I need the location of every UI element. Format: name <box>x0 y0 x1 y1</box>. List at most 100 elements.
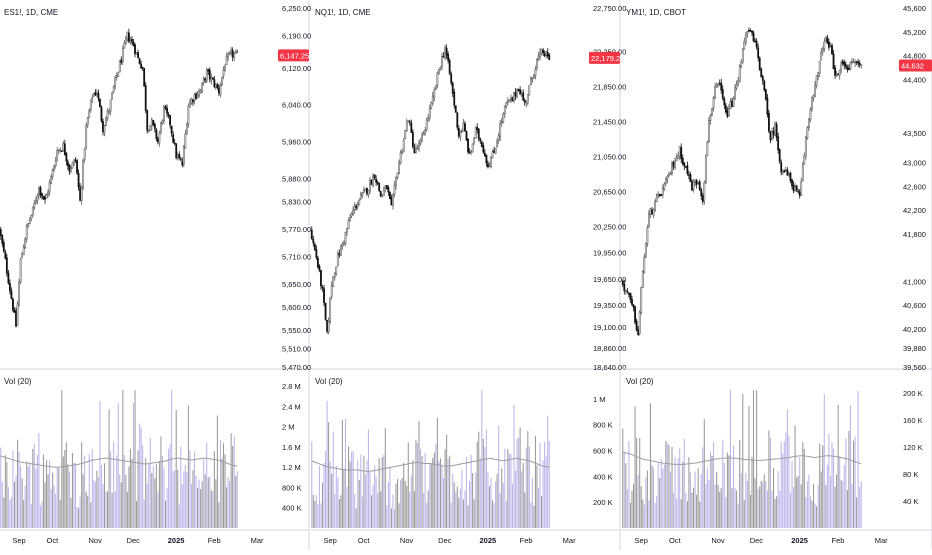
date-tick-label: 2025 <box>480 536 497 545</box>
volume-bar <box>680 499 682 528</box>
date-tick-label: Dec <box>750 536 764 545</box>
volume-tick-label: 400 K <box>593 472 613 481</box>
price-tick-label: 40,600 <box>903 301 926 310</box>
candle-body <box>476 127 479 131</box>
candle-body <box>709 115 712 121</box>
volume-bar <box>723 462 725 528</box>
last-price-badge <box>899 59 932 72</box>
candle-body <box>373 174 376 179</box>
candle-body <box>520 93 523 96</box>
date-tick-label: Mar <box>875 536 888 545</box>
volume-bar <box>209 476 211 528</box>
volume-bar <box>729 390 731 528</box>
volume-bar <box>465 456 468 528</box>
volume-bar <box>481 390 483 528</box>
candle-body <box>211 77 214 80</box>
candle-body <box>506 99 509 103</box>
candle-body <box>18 281 20 306</box>
candle-body <box>723 98 726 106</box>
volume-bar <box>352 451 354 528</box>
candle-body <box>124 38 127 44</box>
volume-bar <box>488 486 491 528</box>
volume-bar <box>389 467 391 528</box>
volume-bar <box>674 457 676 528</box>
volume-bar <box>686 501 688 528</box>
volume-bar <box>164 500 167 528</box>
candle-body <box>720 82 723 91</box>
candle-body <box>815 75 818 86</box>
volume-bar <box>177 470 179 528</box>
volume-bar <box>800 484 802 528</box>
candle-body <box>213 79 216 87</box>
volume-bar <box>21 478 23 528</box>
candle-body <box>62 143 65 151</box>
volume-bar <box>545 456 547 528</box>
candle-body <box>629 292 632 300</box>
volume-bar <box>708 480 710 528</box>
volume-bar <box>833 448 835 528</box>
candle-body <box>381 194 384 197</box>
volume-bar <box>450 502 452 528</box>
candle-body <box>621 280 624 285</box>
volume-bar <box>35 468 37 528</box>
candle-body <box>462 122 465 132</box>
volume-bar <box>802 442 804 528</box>
candle-body <box>362 189 365 193</box>
candle-body <box>76 160 78 174</box>
price-tick-label: 6,250.00 <box>282 4 311 13</box>
volume-bar <box>794 425 796 528</box>
volume-bar <box>504 448 506 528</box>
candle-body <box>36 195 39 202</box>
candle-body <box>7 272 10 284</box>
candle-body <box>137 52 139 59</box>
candle-body <box>13 310 16 313</box>
candle-body <box>658 194 661 197</box>
candle-body <box>402 139 405 152</box>
candle-body <box>379 191 382 197</box>
candle-body <box>425 119 428 131</box>
candle-body <box>346 227 348 233</box>
volume-bar <box>432 457 434 528</box>
candle-body <box>477 128 480 139</box>
volume-bar <box>61 390 63 528</box>
candle-body <box>715 84 718 88</box>
volume-bar <box>808 474 810 528</box>
candle-body <box>234 51 237 54</box>
candle-body <box>854 61 856 64</box>
candle-body <box>766 97 769 115</box>
volume-bar <box>759 486 761 528</box>
candle-body <box>824 36 827 42</box>
volume-bar <box>343 468 345 528</box>
candle-body <box>829 45 832 47</box>
candle-body <box>671 162 673 174</box>
price-tick-label: 6,040.00 <box>282 101 311 110</box>
candle-body <box>111 92 114 100</box>
candle-body <box>797 190 800 192</box>
volume-bar <box>328 422 330 528</box>
volume-bar <box>132 403 135 528</box>
candle-body <box>543 53 546 57</box>
candle-body <box>415 146 417 153</box>
candle-body <box>732 97 735 107</box>
volume-bar <box>819 443 821 528</box>
volume-bar <box>413 490 415 528</box>
candle-body <box>672 162 675 167</box>
candle-body <box>857 61 860 64</box>
volume-tick-label: 40 K <box>903 497 918 506</box>
candle-body <box>19 259 22 283</box>
volume-bar <box>816 506 818 528</box>
candle-body <box>434 85 437 90</box>
volume-bar <box>358 480 360 528</box>
candle-body <box>140 64 143 69</box>
candle-body <box>717 83 720 87</box>
candle-body <box>808 118 810 128</box>
volume-title: Vol (20) <box>315 377 343 386</box>
volume-bar <box>344 418 347 528</box>
chart-title: NQ1!, 1D, CME <box>315 8 371 17</box>
candle-body <box>726 110 729 117</box>
candle-body <box>39 187 42 195</box>
volume-bar <box>679 448 681 528</box>
candle-body <box>664 179 667 184</box>
volume-bar <box>236 471 238 528</box>
volume-bar <box>531 478 533 528</box>
